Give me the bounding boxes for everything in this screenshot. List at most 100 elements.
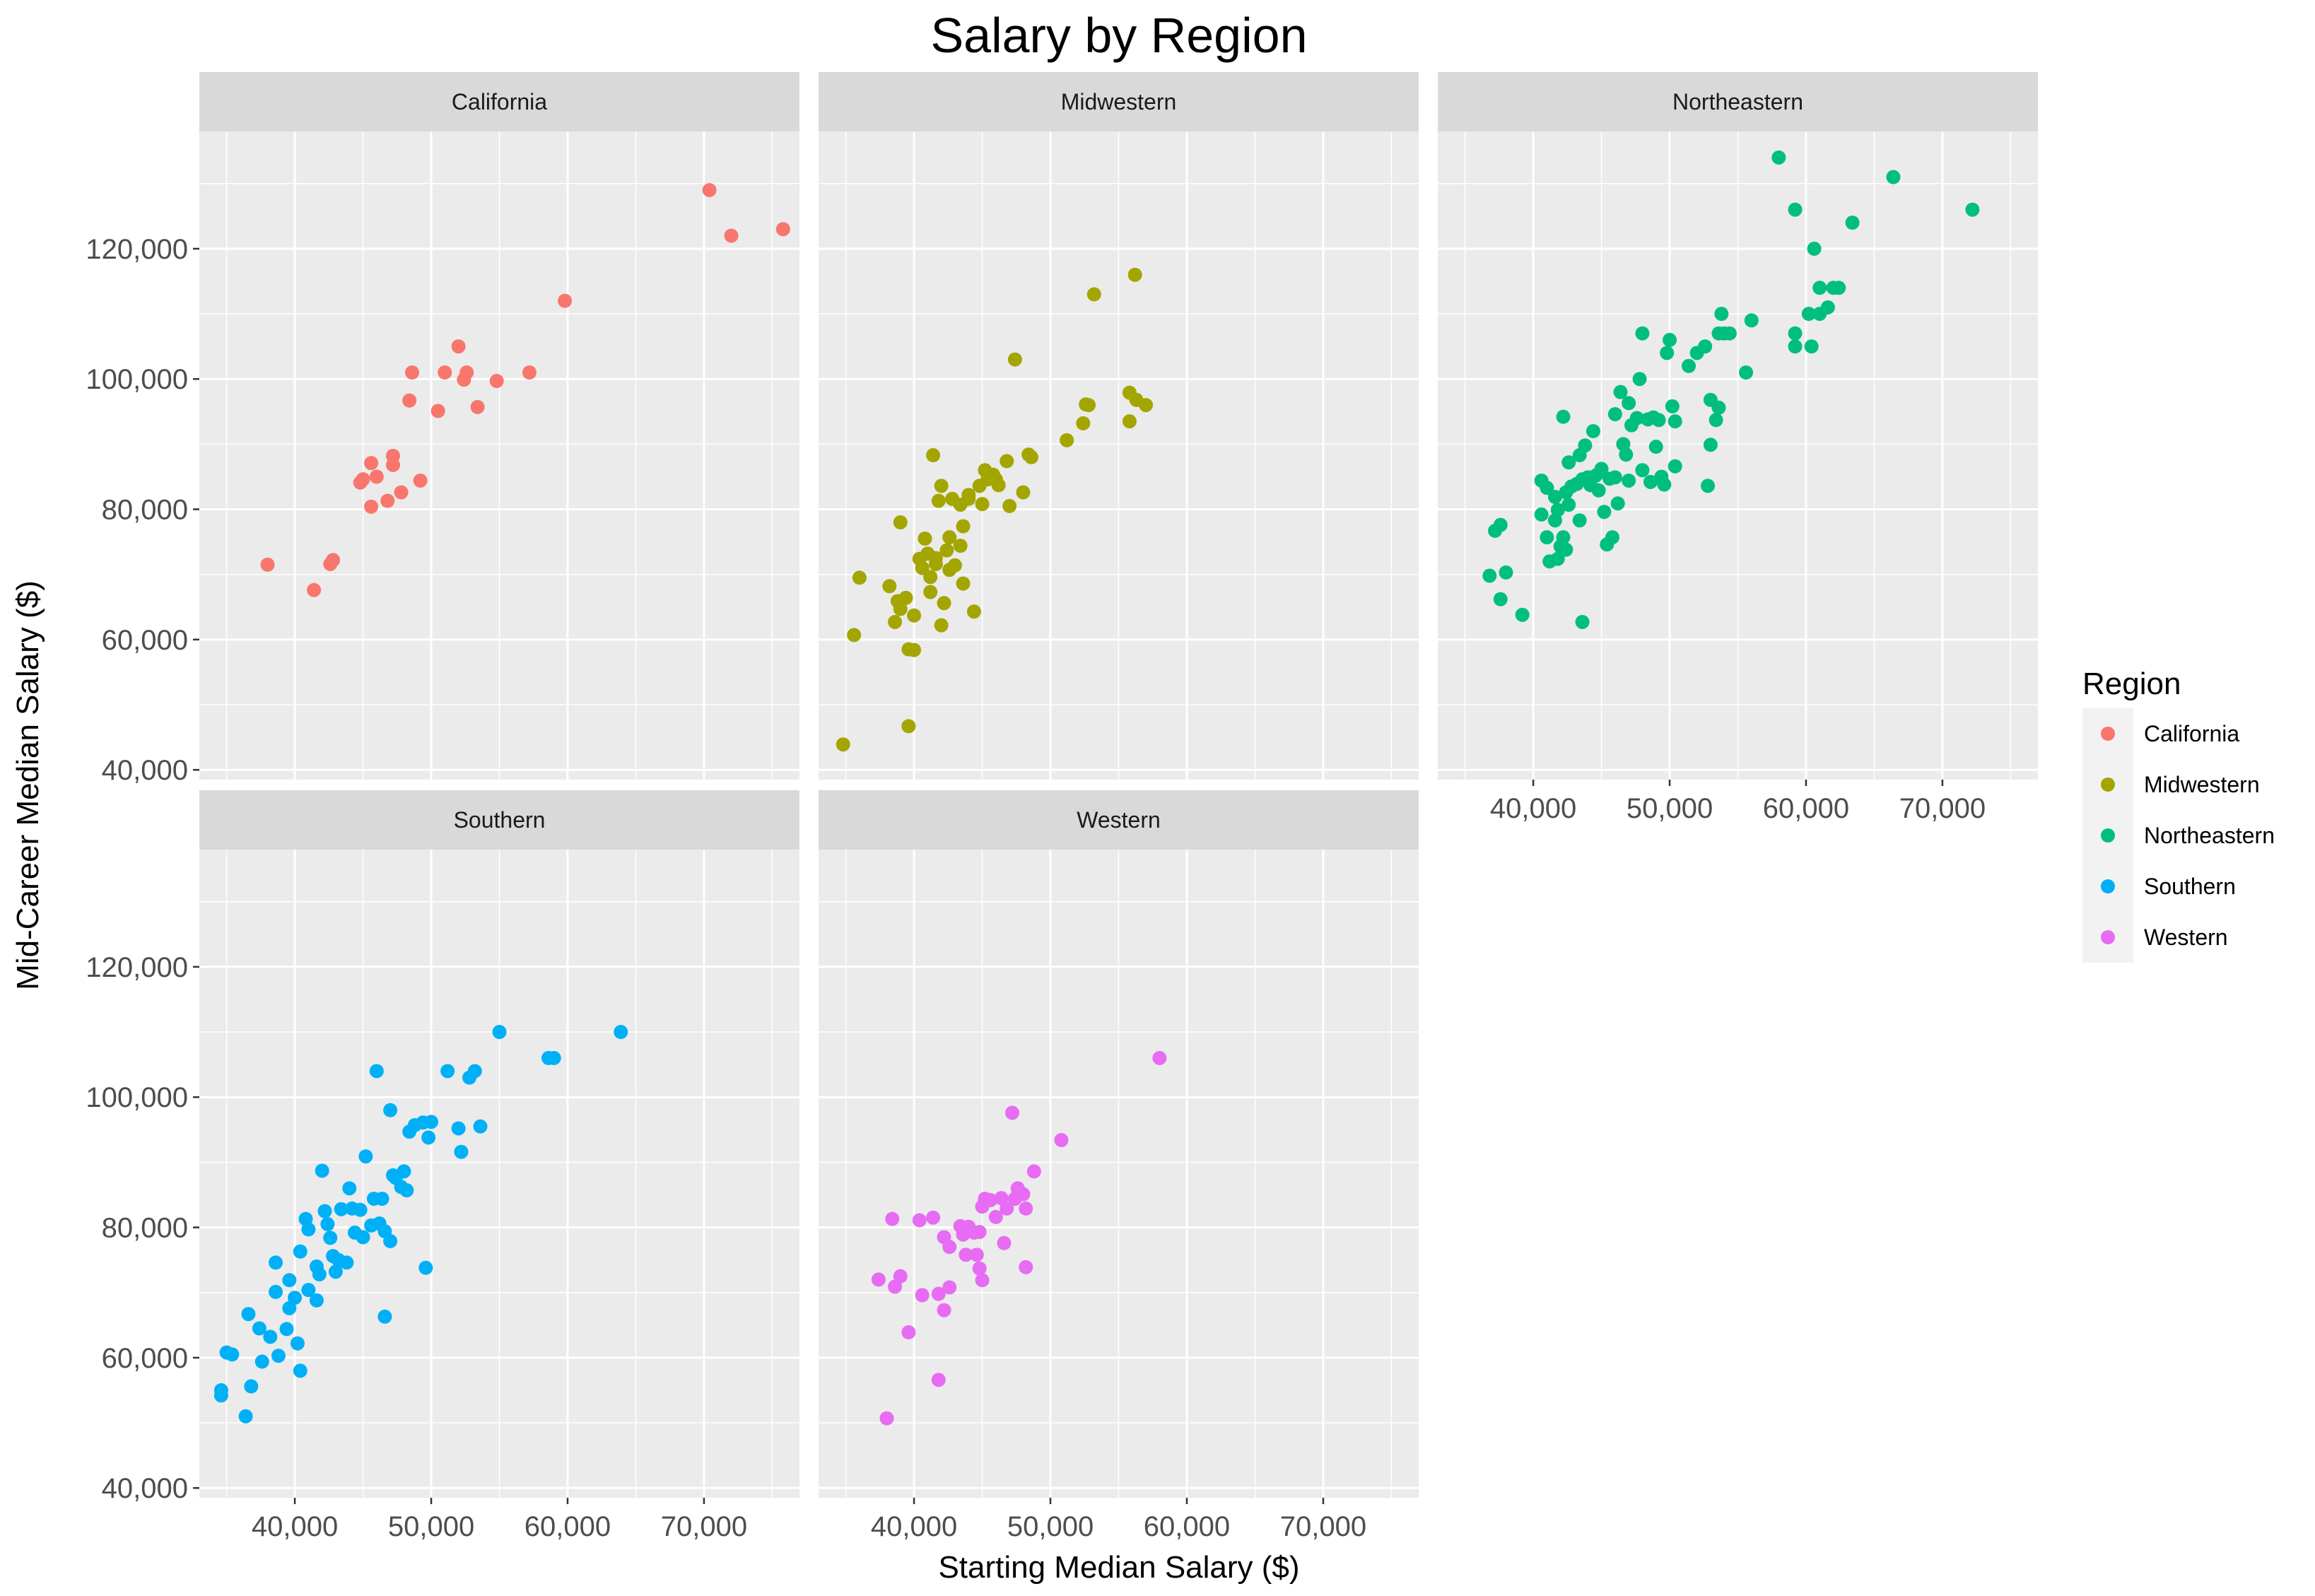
data-point-california	[522, 365, 537, 380]
data-point-california	[356, 472, 370, 487]
data-point-western	[1054, 1133, 1069, 1148]
data-point-midwestern	[893, 602, 908, 616]
data-point-western	[901, 1325, 916, 1339]
data-point-southern	[244, 1379, 259, 1394]
data-point-northeastern	[1605, 530, 1619, 545]
strip-northeastern	[1438, 72, 2038, 131]
data-point-southern	[317, 1204, 332, 1219]
data-point-southern	[254, 1354, 269, 1369]
data-point-southern	[269, 1255, 283, 1270]
data-point-california	[470, 399, 485, 414]
data-point-northeastern	[1771, 150, 1786, 165]
data-point-western	[972, 1261, 987, 1276]
data-point-southern	[383, 1103, 398, 1117]
data-point-southern	[309, 1293, 324, 1308]
data-point-southern	[271, 1349, 286, 1363]
data-point-california	[385, 448, 400, 463]
data-point-northeastern	[1586, 423, 1600, 438]
x-tick-label: 40,000	[1490, 793, 1576, 824]
data-point-california	[459, 365, 474, 380]
legend-key-western	[2101, 930, 2115, 944]
strip-california	[199, 72, 799, 131]
data-point-midwestern	[1002, 498, 1017, 513]
data-point-western	[931, 1373, 946, 1387]
data-point-northeastern	[1788, 202, 1803, 217]
data-point-northeastern	[1534, 507, 1549, 522]
data-point-midwestern	[893, 515, 908, 529]
strip-midwestern	[819, 72, 1419, 131]
data-point-midwestern	[852, 570, 867, 585]
data-point-northeastern	[1629, 411, 1644, 426]
data-point-southern	[421, 1130, 436, 1145]
x-tick-label: 40,000	[252, 1511, 338, 1542]
data-point-western	[888, 1279, 903, 1294]
data-point-midwestern	[953, 539, 968, 553]
data-point-northeastern	[1701, 479, 1716, 493]
data-point-northeastern	[1788, 326, 1803, 341]
data-point-northeastern	[1788, 339, 1803, 354]
data-point-northeastern	[1703, 438, 1718, 452]
data-point-southern	[238, 1409, 253, 1424]
data-point-midwestern	[1127, 267, 1142, 282]
data-point-western	[915, 1288, 930, 1303]
data-point-western	[1152, 1050, 1167, 1065]
data-point-california	[724, 228, 739, 243]
data-point-southern	[440, 1064, 455, 1079]
data-point-northeastern	[1660, 346, 1675, 360]
y-tick-label: 60,000	[102, 1343, 188, 1374]
strip-label-southern: Southern	[454, 807, 546, 833]
data-point-western	[988, 1209, 1003, 1224]
data-point-southern	[424, 1115, 439, 1129]
data-point-northeastern	[1622, 473, 1636, 488]
data-point-southern	[263, 1330, 278, 1344]
data-point-southern	[467, 1064, 482, 1079]
data-point-midwestern	[937, 596, 951, 611]
data-point-california	[702, 182, 717, 197]
data-point-western	[983, 1192, 998, 1207]
data-point-southern	[377, 1309, 392, 1324]
data-point-southern	[397, 1164, 411, 1179]
data-point-midwestern	[918, 532, 932, 546]
data-point-northeastern	[1547, 490, 1562, 505]
data-point-california	[438, 365, 452, 380]
y-tick-label: 80,000	[102, 1213, 188, 1244]
data-point-midwestern	[1016, 485, 1031, 500]
strip-southern	[199, 790, 799, 850]
data-point-southern	[252, 1321, 266, 1336]
data-point-northeastern	[1594, 462, 1609, 476]
data-point-western	[937, 1303, 951, 1318]
data-point-northeastern	[1807, 241, 1822, 256]
y-tick-label: 40,000	[102, 755, 188, 786]
legend-title: Region	[2082, 667, 2181, 701]
data-point-southern	[312, 1267, 327, 1281]
data-point-western	[871, 1272, 886, 1287]
data-point-western	[893, 1269, 908, 1284]
panel-southern: Southern 40,000 60,000 80,000 100,000 120,000…	[86, 790, 799, 1542]
data-point-western	[912, 1213, 927, 1228]
data-point-western	[1000, 1201, 1014, 1216]
data-point-northeastern	[1559, 542, 1573, 557]
data-point-northeastern	[1744, 313, 1759, 328]
data-point-southern	[546, 1050, 561, 1065]
data-point-midwestern	[847, 628, 862, 642]
data-point-western	[942, 1240, 957, 1255]
data-point-southern	[399, 1183, 414, 1198]
y-tick-label: 120,000	[86, 952, 188, 983]
strip-label-midwestern: Midwestern	[1061, 89, 1177, 115]
data-point-northeastern	[1886, 170, 1901, 184]
data-point-midwestern	[956, 576, 971, 591]
data-point-northeastern	[1493, 592, 1508, 606]
data-point-northeastern	[1820, 300, 1835, 315]
legend: Region California Midwestern Northeastern So…	[2082, 667, 2275, 963]
data-point-midwestern	[1060, 433, 1074, 447]
data-point-california	[380, 493, 395, 508]
data-point-northeastern	[1709, 413, 1723, 428]
data-point-western	[994, 1191, 1009, 1206]
data-point-california	[402, 393, 417, 408]
data-point-northeastern	[1668, 414, 1682, 429]
data-point-midwestern	[1007, 352, 1022, 367]
x-tick-label: 60,000	[1763, 793, 1849, 824]
legend-key-california	[2101, 727, 2115, 741]
data-point-midwestern	[961, 491, 976, 506]
strip-western	[819, 790, 1419, 850]
